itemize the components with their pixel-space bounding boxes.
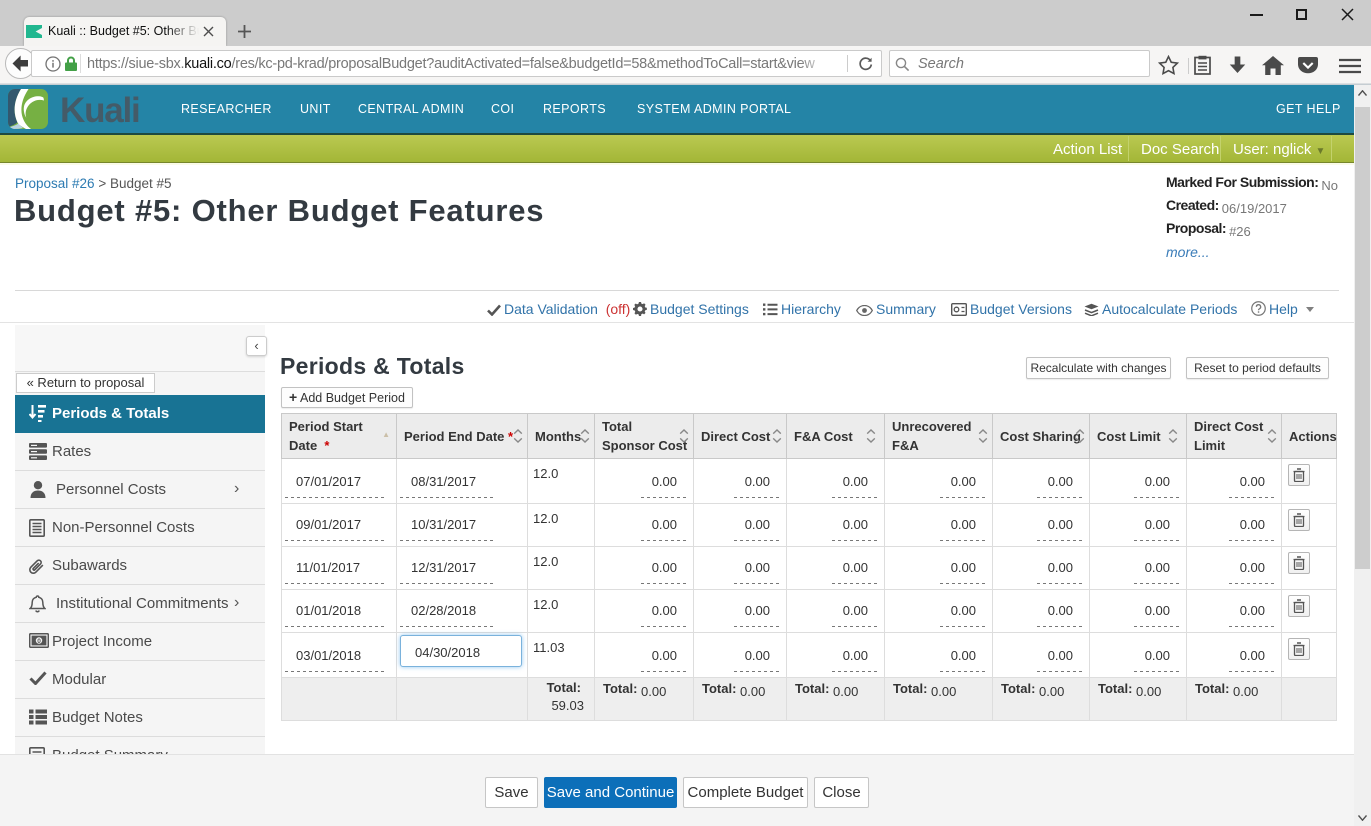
svg-text:0: 0 [37,638,41,645]
